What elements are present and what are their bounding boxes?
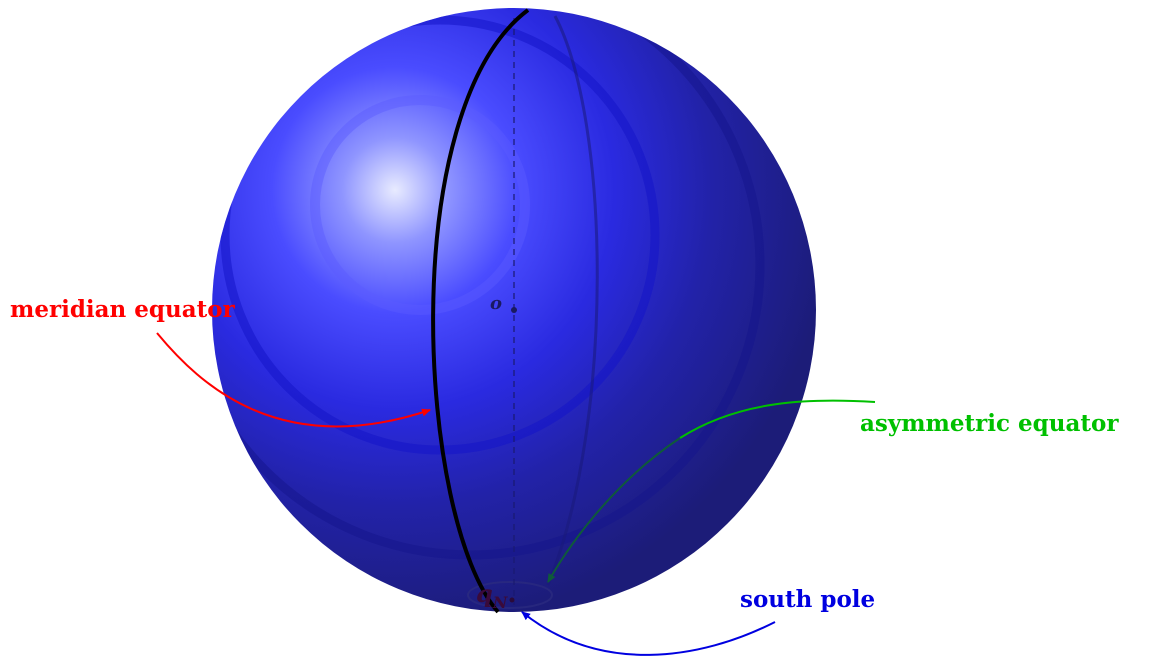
- south-pole-arrow: [521, 611, 776, 656]
- meridian-arrow: [156, 332, 431, 428]
- pole-ellipse: [467, 581, 553, 609]
- center-point: [511, 307, 517, 313]
- pole-label: qN: [476, 579, 509, 612]
- meridian-curve: [431, 8, 530, 614]
- asymmetric-equator-curve: [546, 15, 599, 586]
- meridian-equator-label: meridian equator: [10, 296, 236, 323]
- south-pole-label: south pole: [740, 586, 875, 613]
- asymmetric-arrow-outer: [679, 399, 876, 439]
- shading-bands: [212, 8, 765, 560]
- pole-point: [509, 597, 515, 603]
- asymmetric-equator-label: asymmetric equator: [860, 410, 1119, 437]
- center-label: o: [490, 293, 502, 314]
- asymmetric-arrow-inner: [547, 437, 681, 583]
